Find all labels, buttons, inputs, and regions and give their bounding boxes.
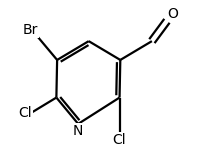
Text: N: N xyxy=(73,124,83,138)
Text: Br: Br xyxy=(22,23,38,37)
Text: Cl: Cl xyxy=(113,133,126,147)
Text: O: O xyxy=(167,7,178,21)
Text: Cl: Cl xyxy=(18,106,32,120)
